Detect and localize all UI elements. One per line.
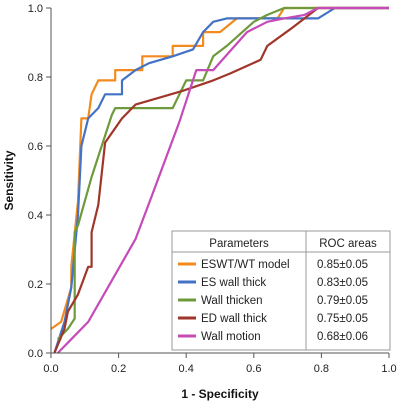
legend-roc-area: 0.68±0.06 xyxy=(317,331,368,343)
y-tick-label: 0.2 xyxy=(28,279,43,291)
x-tick-label: 0.8 xyxy=(314,363,329,375)
tick-layer: 0.0 0.2 0.4 0.6 0.8 1.0 0.0 0.2 0.4 0.6 0.8 1.0 xyxy=(28,3,397,375)
legend-series-name: ES wall thick xyxy=(201,277,266,289)
legend: Parameters ROC areas ESWT/WT model 0.85±0… xyxy=(171,230,391,351)
roc-curve-wall-thicken xyxy=(57,6,389,340)
legend-series-name: ESWT/WT model xyxy=(201,259,290,271)
y-tick-label: 0.8 xyxy=(28,72,43,84)
legend-series-name: ED wall thick xyxy=(201,313,267,325)
legend-roc-area: 0.79±0.05 xyxy=(317,295,368,307)
x-tick-label: 0.6 xyxy=(246,363,261,375)
y-tick-label: 0.0 xyxy=(28,348,43,360)
legend-roc-area: 0.85±0.05 xyxy=(317,259,368,271)
legend-roc-area: 0.75±0.05 xyxy=(317,313,368,325)
x-axis-title: 1 - Specificity xyxy=(181,387,259,401)
roc-curve-wall-motion xyxy=(57,6,389,354)
legend-series-name: Wall thicken xyxy=(201,295,263,307)
x-tick-label: 0.2 xyxy=(111,363,126,375)
x-tick-label: 1.0 xyxy=(381,363,396,375)
series-layer xyxy=(50,6,389,354)
legend-box xyxy=(171,230,391,351)
legend-rows: ESWT/WT model 0.85±0.05 ES wall thick 0.83±… xyxy=(178,259,368,343)
y-tick-label: 1.0 xyxy=(28,3,43,15)
legend-roc-area: 0.83±0.05 xyxy=(317,277,368,289)
y-tick-label: 0.6 xyxy=(28,141,43,153)
legend-series-name: Wall motion xyxy=(201,331,261,343)
x-tick-label: 0.0 xyxy=(43,363,58,375)
legend-header-roc-areas: ROC areas xyxy=(319,238,377,250)
y-axis-title: Sensitivity xyxy=(2,150,16,210)
roc-curve-ed-wall-thick xyxy=(53,6,389,354)
y-tick-label: 0.4 xyxy=(28,210,43,222)
legend-header-parameters: Parameters xyxy=(209,238,269,250)
x-tick-label: 0.4 xyxy=(179,363,194,375)
